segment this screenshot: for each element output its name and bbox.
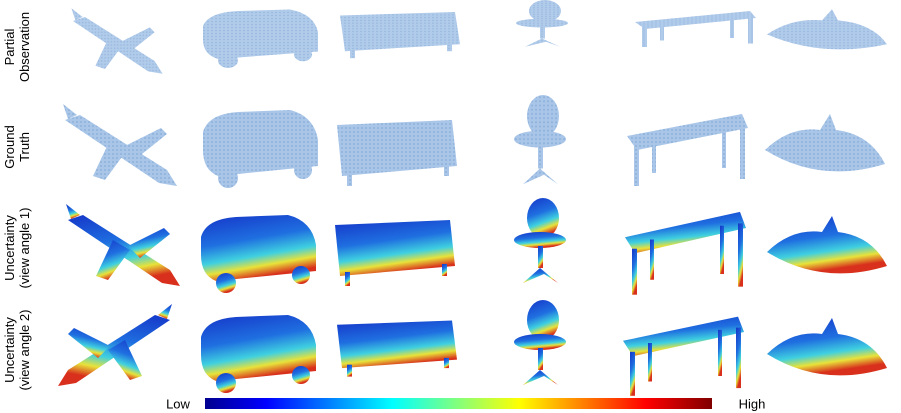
point-cloud	[66, 204, 180, 286]
row-label: Uncertainty	[2, 317, 17, 383]
uncertainty-row-1	[66, 198, 887, 295]
row-label: Uncertainty	[2, 215, 17, 281]
colorbar-high: High	[739, 396, 766, 411]
point-cloud	[335, 220, 455, 286]
row-label: Truth	[17, 132, 32, 162]
point-cloud	[514, 300, 566, 385]
point-cloud	[514, 95, 566, 185]
point-cloud	[337, 120, 457, 186]
point-cloud	[635, 11, 756, 47]
point-cloud	[203, 9, 318, 68]
colorbar	[205, 398, 712, 409]
uncertainty-row-2	[58, 300, 887, 396]
point-cloud	[71, 8, 163, 74]
row-label: Ground	[2, 125, 17, 168]
point-cloud	[767, 318, 887, 376]
point-cloud	[201, 215, 316, 293]
row-label: Partial	[2, 28, 17, 65]
ground-truth-row	[63, 95, 885, 188]
point-cloud	[767, 216, 887, 274]
point-cloud	[63, 104, 177, 186]
point-cloud	[623, 316, 744, 396]
point-cloud	[514, 198, 566, 283]
row-label: (view angle 2)	[17, 310, 32, 391]
point-cloud	[201, 315, 316, 393]
point-cloud	[767, 9, 887, 50]
point-cloud	[625, 211, 746, 295]
row-labels: Partial Observation Ground Truth Uncerta…	[2, 12, 32, 391]
point-cloud	[765, 114, 885, 172]
point-cloud	[337, 320, 457, 377]
partial-row	[71, 0, 887, 74]
point-cloud	[58, 304, 172, 386]
colorbar-low: Low	[166, 396, 190, 411]
point-cloud	[340, 12, 460, 59]
point-cloud	[516, 0, 568, 47]
row-label: (view angle 1)	[17, 208, 32, 289]
point-cloud	[203, 110, 318, 188]
row-label: Observation	[17, 12, 32, 82]
point-cloud	[627, 114, 748, 186]
